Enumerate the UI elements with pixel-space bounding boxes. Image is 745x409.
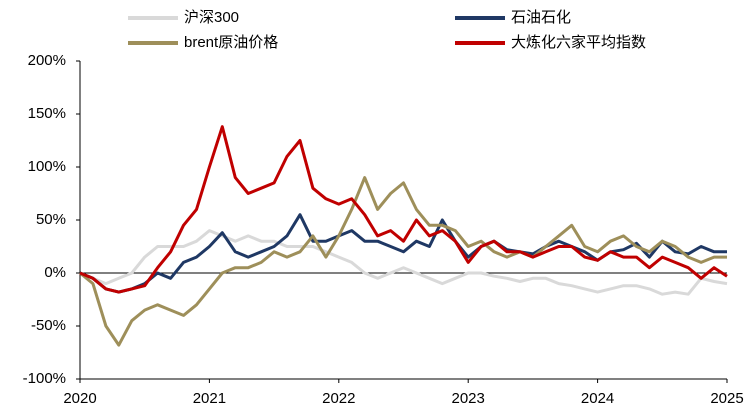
- x-tick-label: 2021: [193, 390, 226, 407]
- series-line: [79, 229, 728, 296]
- y-tick-label: 0%: [44, 264, 66, 281]
- x-tick-label: 2023: [452, 390, 485, 407]
- y-tick-label: -100%: [23, 370, 66, 387]
- y-tick-label: -50%: [31, 317, 66, 334]
- x-tick-label: 2020: [63, 390, 96, 407]
- y-tick-label: 150%: [28, 105, 66, 122]
- series-line: [79, 213, 727, 294]
- legend-label: 石油石化: [511, 9, 571, 26]
- x-tick-label: 2022: [322, 390, 355, 407]
- y-tick-label: 50%: [36, 211, 66, 228]
- legend-label: 大炼化六家平均指数: [511, 34, 646, 51]
- series-line: [79, 176, 727, 347]
- x-tick-label: 2025: [710, 390, 743, 407]
- y-tick-label: 200%: [28, 52, 66, 69]
- x-tick-label: 2024: [581, 390, 614, 407]
- y-tick-label: 100%: [28, 158, 66, 175]
- series-line: [79, 125, 728, 294]
- legend-label: 沪深300: [184, 9, 239, 26]
- legend-label: brent原油价格: [184, 34, 278, 51]
